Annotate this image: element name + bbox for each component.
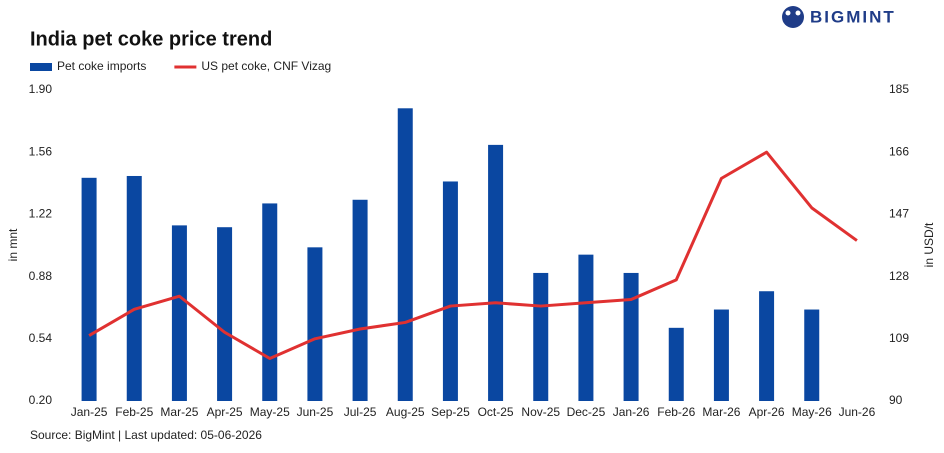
brand-logo-dot xyxy=(795,10,801,16)
y2-tick-label: 128 xyxy=(889,269,909,283)
x-tick-label: Sep-25 xyxy=(431,405,470,419)
x-tick-label: Oct-25 xyxy=(478,405,514,419)
y-tick-label: 1.22 xyxy=(29,207,53,221)
y2-tick-label: 166 xyxy=(889,144,909,158)
bar xyxy=(668,327,684,401)
y2-tick-label: 90 xyxy=(889,393,903,407)
bar xyxy=(352,199,368,401)
x-tick-label: Jan-26 xyxy=(613,405,650,419)
bar xyxy=(442,181,458,401)
legend-label: US pet coke, CNF Vizag xyxy=(201,59,331,73)
x-tick-label: Mar-25 xyxy=(160,405,198,419)
y-tick-label: 1.56 xyxy=(29,144,53,158)
bar xyxy=(578,254,594,401)
x-tick-label: Jul-25 xyxy=(344,405,377,419)
bar xyxy=(759,291,775,401)
y2-tick-label: 147 xyxy=(889,207,909,221)
bar xyxy=(262,203,278,401)
y-tick-label: 0.88 xyxy=(29,269,53,283)
y2-tick-label: 185 xyxy=(889,82,909,96)
x-tick-label: Jan-25 xyxy=(71,405,108,419)
x-tick-label: Apr-26 xyxy=(749,405,785,419)
brand: BIGMINT xyxy=(810,7,896,26)
x-tick-label: Mar-26 xyxy=(702,405,740,419)
y2-tick-label: 109 xyxy=(889,331,909,345)
line xyxy=(88,150,858,360)
y-tick-label: 0.54 xyxy=(29,331,53,345)
x-tick-label: Aug-25 xyxy=(386,405,425,419)
y-axis-label: in mnt xyxy=(6,228,20,261)
bar xyxy=(81,177,97,401)
x-tick-label: Jun-25 xyxy=(297,405,334,419)
source: Source: BigMint | Last updated: 05-06-20… xyxy=(30,428,262,442)
bar xyxy=(533,272,549,401)
bar xyxy=(171,225,187,401)
x-tick-label: May-26 xyxy=(792,405,832,419)
x-tick-label: May-25 xyxy=(250,405,290,419)
y2-axis-label: in USD/t xyxy=(922,222,936,267)
bar xyxy=(217,227,233,401)
bar xyxy=(307,247,323,401)
y-tick-label: 0.20 xyxy=(29,393,53,407)
chart-title: India pet coke price trend xyxy=(30,28,272,50)
y-tick-label: 1.90 xyxy=(29,82,53,96)
brand-logo xyxy=(782,6,804,28)
bar xyxy=(126,175,142,401)
bar xyxy=(397,108,413,401)
x-tick-label: Jun-26 xyxy=(839,405,876,419)
bar xyxy=(713,309,729,401)
legend-swatch xyxy=(30,63,52,71)
bar xyxy=(804,309,820,401)
legend-label: Pet coke imports xyxy=(57,59,146,73)
x-tick-label: Feb-25 xyxy=(115,405,153,419)
x-tick-label: Apr-25 xyxy=(207,405,243,419)
brand-logo-dot xyxy=(785,10,791,16)
x-tick-label: Nov-25 xyxy=(521,405,560,419)
bar xyxy=(623,272,639,401)
bar xyxy=(488,144,504,401)
x-tick-label: Feb-26 xyxy=(657,405,695,419)
x-tick-label: Dec-25 xyxy=(567,405,606,419)
